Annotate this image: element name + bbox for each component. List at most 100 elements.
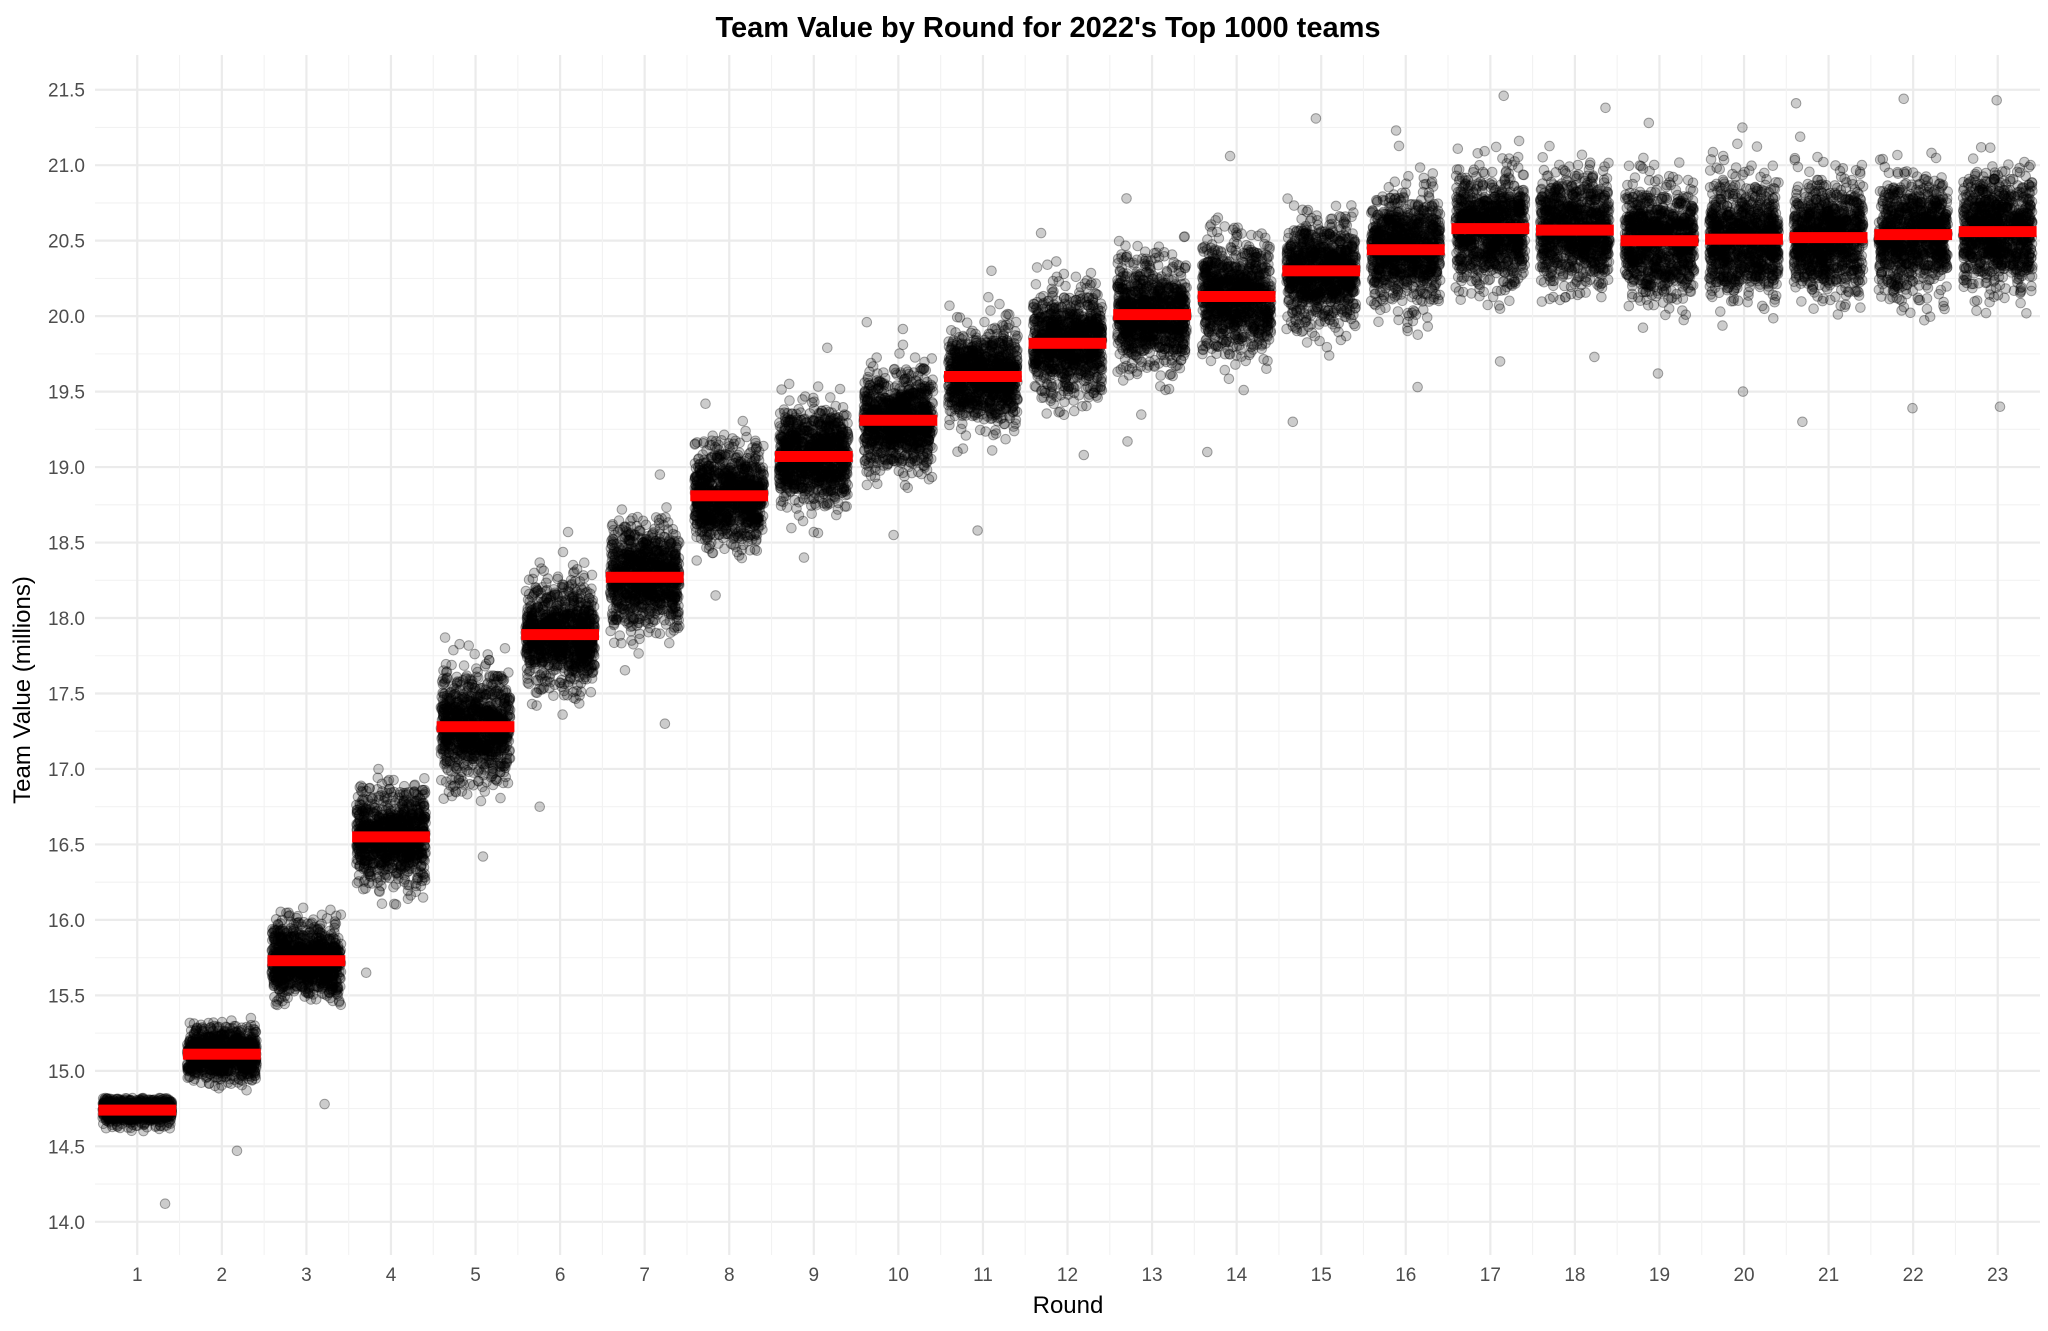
data-point (306, 923, 318, 935)
data-point (269, 941, 280, 953)
data-point (359, 858, 370, 869)
data-point (375, 875, 387, 886)
data-point (438, 793, 450, 805)
data-point (358, 842, 370, 853)
data-point (189, 1069, 201, 1080)
data-point (396, 859, 408, 870)
data-point (111, 1121, 123, 1132)
data-point (402, 893, 414, 905)
data-point (328, 941, 340, 952)
data-point (469, 648, 481, 660)
data-point (153, 1094, 164, 1105)
data-point (299, 991, 311, 1002)
data-point (215, 1065, 227, 1077)
data-point (139, 1117, 151, 1128)
data-point (319, 1098, 330, 1110)
data-point (231, 1145, 243, 1157)
data-point (159, 1093, 171, 1104)
data-point (294, 932, 306, 944)
data-point (372, 772, 384, 784)
data-point (274, 986, 286, 997)
data-point (495, 792, 506, 804)
data-point (499, 643, 511, 654)
data-point (196, 1077, 207, 1088)
data-point (164, 1115, 175, 1126)
data-point (143, 1094, 154, 1105)
data-point (104, 1094, 116, 1105)
data-point (408, 849, 419, 861)
data-point (328, 972, 339, 983)
data-point (226, 1015, 237, 1026)
data-point (458, 660, 470, 671)
data-point (205, 1022, 216, 1033)
data-point (101, 1093, 112, 1105)
data-point (289, 941, 300, 953)
data-point (297, 902, 309, 914)
data-point (234, 1029, 245, 1040)
data-point (266, 967, 278, 979)
data-point (440, 658, 452, 670)
data-point (419, 773, 430, 784)
data-point (101, 1115, 112, 1126)
data-point (439, 758, 450, 770)
data-point (153, 1092, 165, 1104)
data-point (283, 985, 295, 997)
data-point (111, 1093, 123, 1105)
data-point (335, 909, 347, 921)
data-point (164, 1123, 176, 1134)
data-point (477, 851, 489, 862)
data-point (409, 786, 420, 797)
data-point (387, 862, 398, 874)
data-point (281, 967, 293, 979)
data-point (376, 898, 388, 910)
data-point (308, 914, 319, 925)
data-point (316, 909, 328, 921)
data-point (231, 1062, 243, 1073)
data-point (275, 931, 287, 943)
data-point (374, 886, 385, 898)
data-point (378, 795, 389, 807)
data-point (418, 854, 430, 865)
data-point (402, 820, 414, 831)
data-point (383, 774, 395, 786)
data-point (389, 847, 401, 859)
data-point (417, 892, 429, 903)
data-point (141, 1122, 153, 1133)
data-point (365, 871, 377, 883)
data-point (153, 1123, 165, 1135)
data-point (369, 848, 380, 860)
data-point (276, 914, 288, 926)
data-point (390, 879, 402, 890)
data-point (308, 936, 319, 948)
data-point (158, 1121, 170, 1132)
data-point (288, 923, 300, 935)
data-point (250, 1026, 262, 1038)
data-point (181, 1060, 193, 1071)
data-point (365, 792, 377, 803)
data-point (241, 1063, 252, 1075)
data-point (102, 1093, 113, 1104)
data-point (404, 799, 415, 810)
data-point (448, 644, 459, 656)
data-point (98, 1118, 109, 1130)
data-point (385, 808, 397, 819)
grid (95, 55, 2040, 1255)
data-point (221, 1026, 232, 1037)
chart-title: Team Value by Round for 2022's Top 1000 … (715, 12, 1380, 44)
data-point (195, 1019, 207, 1031)
data-point (291, 912, 302, 924)
data-point (250, 1073, 261, 1084)
data-point (126, 1116, 138, 1128)
data-point (138, 1125, 149, 1137)
data-point (462, 759, 474, 771)
data-point (219, 1035, 230, 1047)
data-point (385, 817, 396, 829)
data-point (377, 841, 388, 852)
data-point (241, 1085, 252, 1096)
data-point (162, 1117, 174, 1128)
data-point (364, 782, 376, 794)
data-point (388, 786, 400, 798)
data-point (389, 898, 400, 910)
data-point (479, 786, 491, 797)
